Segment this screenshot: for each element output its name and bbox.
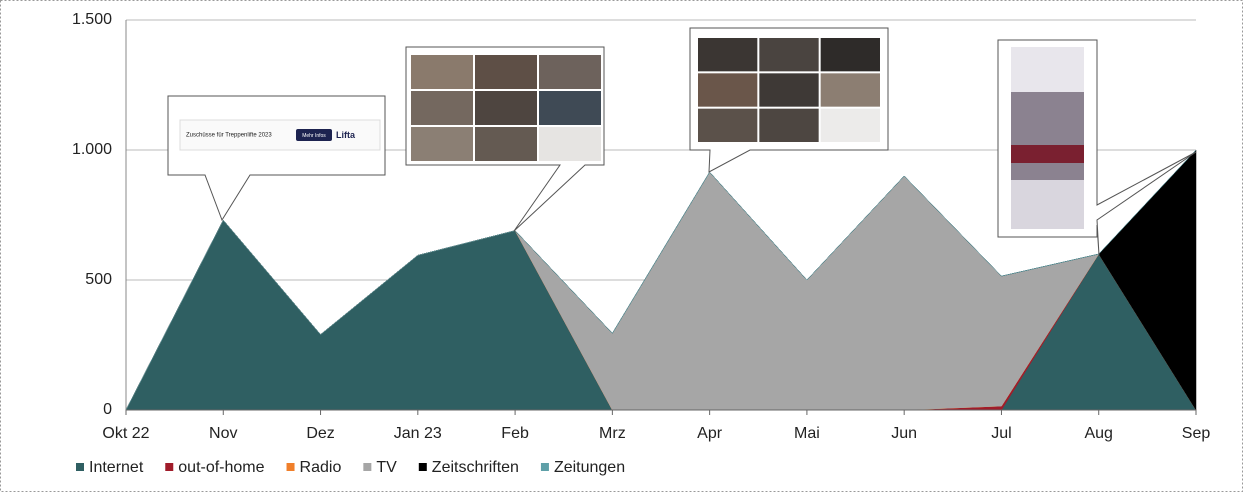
x-tick-label: Nov [209, 425, 237, 442]
area [125, 149, 1197, 411]
print-ad-footer [1011, 180, 1084, 229]
still [411, 55, 473, 89]
legend-swatch [76, 463, 84, 471]
y-tick-label: 1.500 [72, 11, 112, 28]
callouts: Zuschüsse für Treppenlifte 2023 Mehr Inf… [167, 27, 1197, 256]
still [820, 38, 880, 72]
print-ad-header [1011, 47, 1084, 92]
legend-swatch [363, 463, 372, 471]
x-tick-label: Okt 22 [102, 425, 149, 442]
still [475, 91, 537, 125]
still [759, 108, 819, 142]
plot-area: 0 500 1.000 1.500 Okt 22 Nov Dez Jan 23 Feb Mrz Ap… [72, 11, 1210, 476]
still [698, 73, 758, 107]
still [698, 38, 758, 72]
legend-label: TV [376, 459, 397, 476]
still [820, 108, 880, 142]
legend-label: Internet [89, 459, 144, 476]
y-tick-label: 1.000 [72, 141, 112, 158]
x-tick-label: Apr [697, 425, 723, 442]
ad-banner [179, 119, 381, 151]
legend-swatch [165, 463, 174, 471]
still [539, 127, 601, 161]
y-tick-label: 0 [103, 401, 112, 418]
x-tick-label: Jun [891, 425, 917, 442]
legend-label: Zeitschriften [432, 459, 519, 476]
legend-label: out-of-home [178, 459, 264, 476]
still [411, 127, 473, 161]
annotation: Mehr Infos [302, 133, 326, 139]
still [820, 73, 880, 107]
y-tick-label: 500 [85, 271, 112, 288]
legend-label: Zeitungen [554, 459, 625, 476]
legend-swatch [540, 463, 549, 471]
x-tick-label: Aug [1084, 425, 1112, 442]
legend-label: Radio [300, 459, 342, 476]
x-tick-label: Feb [501, 425, 529, 442]
video-stills [698, 38, 880, 142]
still [698, 108, 758, 142]
still [539, 91, 601, 125]
x-tick-label: Dez [306, 425, 334, 442]
print-ad-band [1011, 145, 1084, 163]
x-tick-label: Sep [1182, 425, 1211, 442]
still [411, 91, 473, 125]
x-tick-label: Jul [991, 425, 1011, 442]
still [759, 38, 819, 72]
annotation: Zuschüsse für Treppenlifte 2023 [186, 133, 272, 139]
annotation: Lifta [336, 130, 356, 140]
still [539, 55, 601, 89]
video-stills [411, 55, 601, 161]
still [759, 73, 819, 107]
still [475, 127, 537, 161]
x-tick-label: Mrz [599, 425, 626, 442]
still [475, 55, 537, 89]
ad-button [296, 129, 332, 141]
x-tick-label: Jan 23 [394, 425, 442, 442]
x-tick-label: Mai [794, 425, 820, 442]
legend-swatch [418, 463, 427, 471]
legend-swatch [286, 463, 295, 471]
